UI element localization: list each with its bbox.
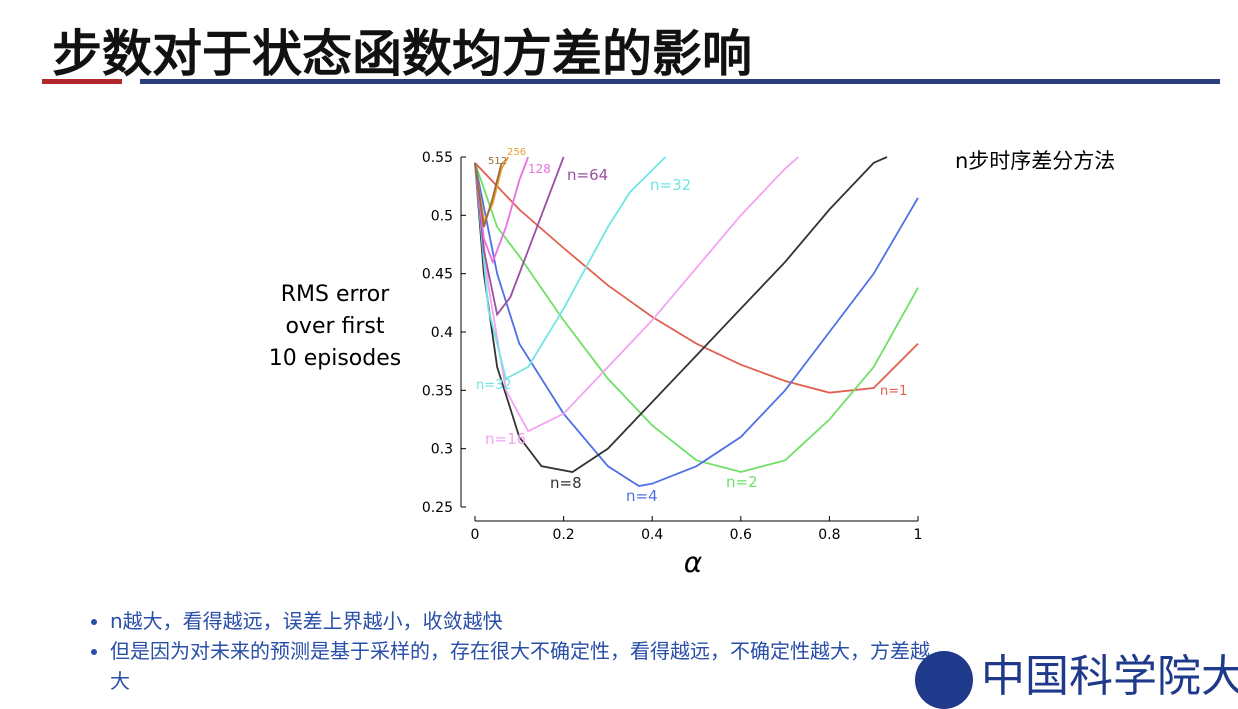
series-label: n=64 [567, 166, 608, 184]
x-axis-label: α [684, 546, 703, 579]
y-axis-label: 10 episodes [269, 346, 401, 371]
series-label: n=16 [485, 430, 526, 448]
series-label: n=1 [880, 384, 907, 399]
series-label: 128 [528, 162, 551, 176]
series-line [474, 156, 530, 265]
series-line [474, 162, 919, 394]
x-tick-label: 0.8 [818, 527, 840, 543]
y-tick-label: 0.35 [422, 383, 453, 399]
y-tick-label: 0.3 [431, 442, 453, 458]
series-label: 256 [507, 147, 526, 158]
series-line [474, 162, 919, 487]
x-tick-label: 1 [914, 527, 923, 543]
logo: 中国科学院大学 [915, 640, 1238, 709]
x-tick-label: 0.4 [641, 527, 663, 543]
series-label: n=2 [726, 473, 758, 491]
bullet: n越大，看得越远，误差上界越小，收敛越快 [110, 606, 930, 636]
slide-title: 步数对于状态函数均方差的影响 [52, 25, 752, 83]
x-tick-label: 0 [471, 527, 480, 543]
chart: 0.25 0.3 0.35 0.4 0.45 0.5 0.55 0 0.2 0.4 0.6 0.8 1 α… [269, 147, 923, 579]
series-line [474, 162, 503, 228]
side-note: n步时序差分方法 [955, 149, 1116, 173]
logo-text: 中国科学院大学 [981, 651, 1238, 702]
series-line [474, 156, 667, 380]
y-axis-label: RMS error [281, 282, 390, 307]
y-tick-label: 0.45 [422, 267, 453, 283]
x-tick-label: 0.6 [730, 527, 752, 543]
title-bar-blue [140, 79, 1220, 84]
series-label: n=4 [626, 487, 658, 505]
x-tick-label: 0.2 [552, 527, 574, 543]
series-label: n=8 [550, 474, 582, 492]
series-label: n=32 [650, 176, 691, 194]
title-bar-red [42, 79, 122, 84]
slide: 步数对于状态函数均方差的影响 n步时序差分方法 0.25 0.3 0.35 0.4 0.… [0, 0, 1238, 692]
bullet-list: n越大，看得越远，误差上界越小，收敛越快 但是因为对未来的预测是基于采样的，存在… [80, 606, 930, 696]
y-tick-label: 0.5 [431, 208, 453, 224]
y-tick-label: 0.25 [422, 500, 453, 516]
series-label: 512 [488, 156, 507, 167]
series-line [474, 162, 919, 473]
y-tick-label: 0.55 [422, 150, 453, 166]
series-line [474, 156, 565, 317]
bullet: 但是因为对未来的预测是基于采样的，存在很大不确定性，看得越远，不确定性越大，方差… [110, 636, 930, 696]
y-axis-label: over first [285, 314, 384, 339]
series-line [474, 156, 888, 473]
series-line [474, 156, 799, 433]
annotation: n=32 [476, 378, 512, 393]
y-tick-label: 0.4 [431, 325, 453, 341]
